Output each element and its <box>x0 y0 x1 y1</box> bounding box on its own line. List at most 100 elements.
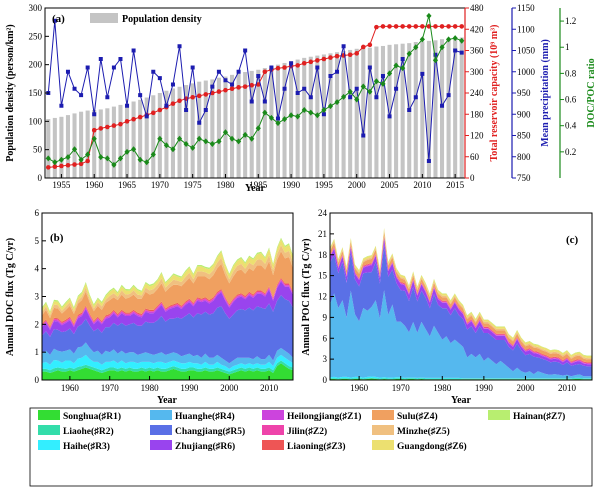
legend-label-haihe: Haihe(♯R3) <box>63 441 110 452</box>
reservoir-point <box>111 123 117 128</box>
y-tick-label-ratio: 0.8 <box>565 68 577 78</box>
legend-swatch-liaohe <box>38 425 60 435</box>
ratio-point <box>262 109 268 116</box>
y-tick-label-population: 250 <box>29 31 43 41</box>
panel-c: 1960 1970 1980 1990 2000 2010 0 3 6 9 12 15 18 21 24 (… <box>301 208 593 406</box>
reservoir-point <box>413 24 419 29</box>
ratio-point <box>334 99 340 106</box>
reservoir-point <box>124 119 130 124</box>
reservoir-point <box>85 158 90 164</box>
ratio-point <box>91 135 97 142</box>
precipitation-point <box>407 108 412 112</box>
y-tick-label: 12 <box>318 292 327 302</box>
ratio-point <box>380 80 386 87</box>
ratio-point <box>308 109 314 116</box>
reservoir-point <box>190 94 195 100</box>
population-bar <box>348 49 353 178</box>
population-bar <box>269 66 274 178</box>
x-tick-label: 1990 <box>282 180 301 190</box>
x-tick-label: 2010 <box>558 383 577 393</box>
ratio-point <box>85 151 91 158</box>
precipitation-point <box>295 91 300 95</box>
precipitation-point <box>308 95 313 100</box>
ratio-point <box>111 161 117 168</box>
reservoir-point <box>262 69 268 75</box>
precipitation-point <box>92 112 97 117</box>
ratio-point <box>255 125 261 132</box>
population-bar <box>118 104 123 178</box>
ratio-point <box>150 151 156 158</box>
population-bar <box>308 56 313 178</box>
panel-b-axes: 1960 1970 1980 1990 2000 2010 0 1 2 3 4 5 6 <box>35 208 279 393</box>
x-tick-label: 1960 <box>350 383 369 393</box>
ratio-point <box>360 83 366 90</box>
y-tick-label-precipitation: 1150 <box>517 3 535 13</box>
ratio-point <box>170 146 176 153</box>
reservoir-point <box>150 110 156 116</box>
population-bar <box>262 68 267 178</box>
precipitation-point <box>413 95 418 100</box>
panel-c-ylabel: Annual POC flux (Tg C/yr) <box>301 238 312 355</box>
legend-label-zhujiang: Zhujiang(♯R6) <box>175 441 235 452</box>
ylabel-precipitation: Mean precipitation (mm) <box>540 39 551 147</box>
y-tick-label: 4 <box>35 264 40 274</box>
ratio-point <box>196 135 202 142</box>
y-tick-label-ratio: 0.2 <box>565 147 576 157</box>
reservoir-point <box>45 165 51 170</box>
precipitation-point <box>433 52 438 57</box>
y-tick-label-reservoir: 480 <box>470 3 484 13</box>
ylabel-ratio: DOC/POC ratio <box>586 58 597 127</box>
y-tick-label-precipitation: 900 <box>517 109 531 119</box>
reservoir-point <box>295 63 300 68</box>
population-bar <box>79 111 84 178</box>
ratio-point <box>65 154 71 161</box>
ratio-point <box>347 88 353 95</box>
precipitation-point <box>138 93 143 98</box>
ratio-point <box>386 70 393 77</box>
ratio-point <box>144 159 150 166</box>
mean-precipitation-line <box>47 20 462 162</box>
precipitation-point <box>216 69 221 74</box>
population-bar <box>229 74 235 178</box>
legend-swatch-zhujiang <box>150 440 172 450</box>
y-tick-label-population: 50 <box>33 145 43 155</box>
y-tick-label: 0 <box>35 375 40 385</box>
reservoir-point <box>275 65 281 71</box>
precipitation-point <box>85 65 90 70</box>
precipitation-point <box>420 71 425 76</box>
population-bar <box>289 61 294 179</box>
precipitation-point <box>374 95 379 100</box>
precipitation-point <box>446 93 451 98</box>
reservoir-point <box>315 58 320 63</box>
poc-areas <box>330 228 592 380</box>
y-tick-label-population: 300 <box>29 3 43 13</box>
population-bar <box>328 53 333 179</box>
legend-swatch-jilin <box>262 425 284 435</box>
reservoir-point <box>347 52 353 58</box>
precipitation-point <box>321 112 326 117</box>
legend-label-hainan: Hainan(♯Z7) <box>513 411 565 422</box>
y-tick-label: 3 <box>35 292 40 302</box>
reservoir-point <box>459 24 465 29</box>
reservoir-point <box>236 85 241 90</box>
population-bar <box>98 109 103 178</box>
x-tick-label: 1960 <box>85 180 104 190</box>
population-bar <box>92 110 97 178</box>
y-tick-label-precipitation: 800 <box>517 152 531 162</box>
legend-swatch-haihe <box>38 440 60 450</box>
legend-swatch-songhua <box>38 410 60 420</box>
precipitation-point <box>380 74 385 78</box>
x-tick-label: 1970 <box>392 383 411 393</box>
reservoir-point <box>367 42 373 48</box>
legend-box <box>29 407 593 487</box>
population-bar <box>52 117 57 178</box>
legend-label-liaoning: Liaoning(♯Z3) <box>287 441 346 452</box>
ratio-point <box>406 50 412 57</box>
population-bar <box>256 69 261 178</box>
ratio-point <box>373 78 380 85</box>
reservoir-point <box>301 60 307 66</box>
legend-label-jilin: Jilin(♯Z2) <box>287 426 327 437</box>
area-huanghe <box>42 342 293 369</box>
legend-label-minzhe: Minzhe(♯Z5) <box>397 426 450 437</box>
y-tick-label: 0 <box>323 375 328 385</box>
